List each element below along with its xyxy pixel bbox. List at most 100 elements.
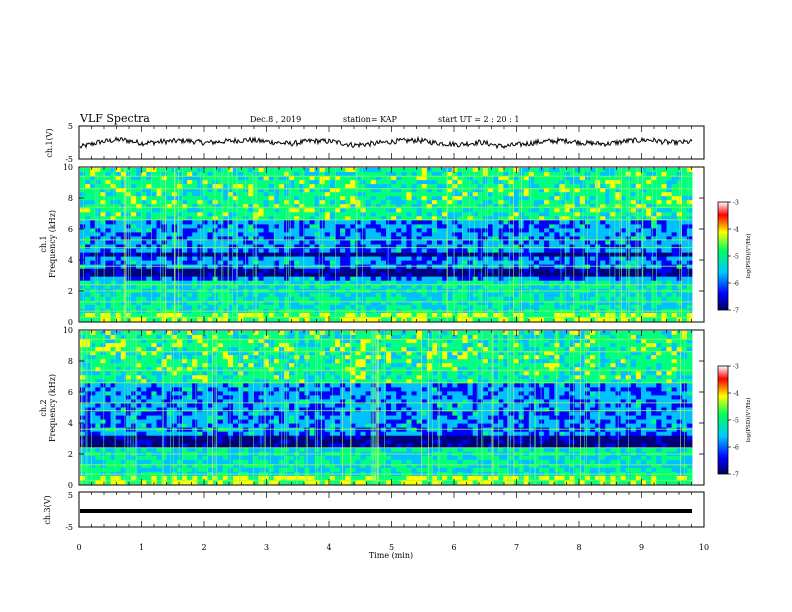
spectrogram-cell — [324, 296, 331, 302]
spectrogram-cell — [544, 284, 550, 290]
spectrogram-cell — [493, 208, 499, 213]
spectrogram-cell — [380, 196, 387, 201]
spectrogram-cell — [508, 268, 514, 274]
spectrogram-cell — [233, 216, 239, 221]
spectrogram-cell — [651, 236, 657, 241]
spectrogram-cell — [472, 196, 479, 201]
spectrogram-cell — [360, 304, 366, 310]
spectrogram-cell — [488, 236, 494, 241]
spectrogram-cell — [85, 204, 91, 209]
spectrogram-cell — [686, 280, 693, 286]
spectrogram-cell — [564, 220, 570, 225]
spectrogram-cell — [635, 256, 642, 261]
spectrogram-cell — [309, 296, 315, 302]
spectrogram-cell — [222, 292, 229, 298]
spectrogram-cell — [554, 248, 560, 253]
spectrogram-cell — [217, 204, 224, 209]
spectrogram-cell — [386, 331, 392, 336]
spectrogram-cell — [401, 248, 407, 253]
spectrogram-cell — [457, 208, 463, 213]
spectrogram-cell — [437, 208, 443, 213]
spectrogram-cell — [309, 312, 315, 318]
spectrogram-cell — [120, 188, 127, 193]
spectrogram-cell — [80, 204, 86, 209]
spectrogram-cell — [661, 248, 667, 253]
spectrogram-cell — [273, 268, 280, 274]
spectrogram-cell — [646, 208, 652, 213]
spectrogram-cell — [391, 188, 397, 193]
spectrogram-cell — [207, 292, 213, 298]
spectrogram-cell — [508, 252, 514, 257]
spectrogram-cell — [431, 331, 438, 336]
spectrogram-cell — [396, 292, 402, 298]
spectrogram-cell — [574, 180, 581, 185]
spectrogram-cell — [661, 268, 667, 274]
spectrogram-cell — [569, 268, 576, 274]
spectrogram-cell — [488, 180, 494, 185]
spectrogram-cell — [620, 272, 627, 278]
spectrogram-cell — [309, 176, 315, 181]
spectrogram-cell — [574, 252, 581, 257]
spectrogram-cell — [146, 331, 152, 336]
spectrogram-cell — [523, 168, 530, 173]
spectrogram-cell — [136, 296, 142, 302]
spectrogram-cell — [227, 176, 234, 181]
spectrogram-cell — [105, 240, 111, 245]
spectrogram-cell — [222, 208, 229, 213]
spectrogram-cell — [278, 192, 285, 197]
spectrogram-cell — [610, 312, 616, 318]
spectrogram-cell — [238, 264, 244, 269]
frequency-tick-label: 2 — [68, 287, 73, 296]
spectrogram-cell — [523, 180, 530, 185]
spectrogram-cell — [661, 312, 667, 318]
spectrogram-cell — [549, 256, 555, 261]
spectrogram-cell — [406, 248, 412, 253]
spectrogram-cell — [187, 212, 193, 217]
spectrogram-cell — [457, 280, 463, 286]
spectrogram-cell — [278, 268, 285, 274]
spectrogram-cell — [605, 220, 611, 225]
spectrogram-cell — [630, 284, 637, 290]
spectrogram-cell — [564, 176, 570, 181]
spectrogram-cell — [641, 236, 647, 241]
spectrogram-cell — [605, 228, 611, 233]
spectrogram-cell — [457, 268, 463, 274]
spectrogram-cell — [549, 176, 555, 181]
spectrogram-cell — [380, 280, 387, 286]
spectrogram-cell — [217, 220, 224, 225]
spectrogram-cell — [630, 317, 637, 322]
spectrogram-cell — [375, 260, 382, 265]
spectrogram-cell — [329, 312, 336, 318]
spectrogram-cell — [635, 280, 642, 286]
spectrogram-cell — [651, 264, 657, 269]
spectrogram-cell — [646, 232, 652, 237]
spectrogram-cell — [166, 240, 173, 245]
spectrogram-cell — [238, 304, 244, 310]
spectrogram-cell — [340, 252, 346, 257]
spectrogram-cell — [370, 276, 377, 282]
spectrogram-cell — [686, 264, 693, 269]
spectrogram-cell — [182, 224, 188, 229]
spectrogram-cell — [574, 228, 581, 233]
spectrogram-cell — [513, 300, 519, 306]
spectrogram-cell — [437, 280, 443, 286]
spectrogram-cell — [375, 296, 382, 302]
spectrogram-cell — [309, 212, 315, 217]
spectrogram-cell — [182, 312, 188, 318]
spectrogram-cell — [365, 240, 372, 245]
spectrogram-cell — [258, 244, 264, 249]
spectrogram-cell — [207, 256, 213, 261]
spectrogram-cell — [462, 252, 468, 257]
spectrogram-cell — [528, 292, 535, 298]
spectrogram-cell — [416, 220, 423, 225]
spectrogram-cell — [141, 212, 147, 217]
spectrogram-cell — [503, 224, 509, 229]
spectrogram-cell — [437, 272, 443, 278]
spectrogram-cell — [396, 268, 402, 274]
spectrogram-cell — [503, 236, 509, 241]
spectrogram-cell — [615, 244, 621, 249]
spectrogram-cell — [350, 312, 356, 318]
spectrogram-cell — [278, 236, 285, 241]
spectrogram-cell — [386, 268, 392, 274]
spectrogram-cell — [217, 184, 224, 189]
